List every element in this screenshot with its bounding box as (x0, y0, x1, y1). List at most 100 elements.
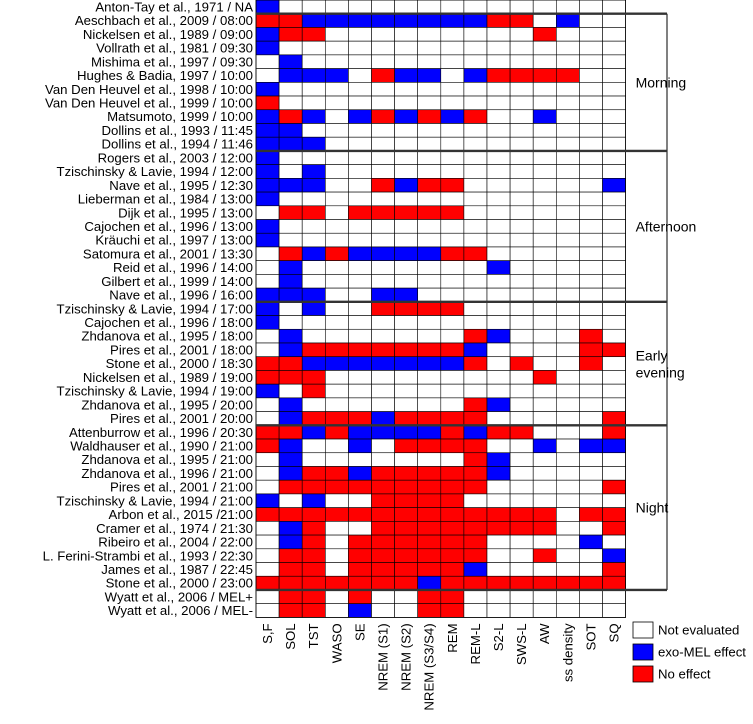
heatmap-cell (463, 123, 488, 138)
row-label: Zhdanova et al., 1995 / 21:00 (81, 452, 253, 467)
heatmap-cell (532, 328, 557, 344)
heatmap-cell (555, 397, 580, 412)
heatmap-cell (532, 411, 557, 426)
column-label: TST (306, 623, 321, 648)
heatmap-cell (509, 575, 534, 591)
heatmap-cell (255, 164, 280, 179)
heatmap-cell (579, 493, 603, 508)
heatmap-cell (348, 54, 372, 69)
heatmap-cell (278, 260, 303, 275)
heatmap-cell (278, 548, 303, 563)
row-label: Zhdanova et al., 1995 / 20:00 (81, 397, 253, 412)
heatmap-cell (255, 274, 280, 289)
heatmap-cell (301, 191, 326, 207)
heatmap-cell (371, 95, 395, 111)
heatmap-cell (440, 54, 465, 69)
heatmap-cell (509, 95, 534, 111)
heatmap-cell (255, 342, 280, 358)
heatmap-cell (463, 397, 488, 412)
heatmap-cell (324, 521, 349, 536)
heatmap-cell (579, 562, 603, 577)
heatmap-cell (348, 507, 372, 522)
heatmap-cell (509, 274, 534, 289)
heatmap-cell (417, 191, 442, 207)
heatmap-cell (394, 82, 419, 97)
heatmap-cell (579, 397, 603, 412)
heatmap-cell (602, 356, 626, 371)
heatmap-cell (394, 411, 419, 426)
heatmap-cell (255, 123, 280, 138)
heatmap-cell (371, 493, 395, 508)
heatmap-cell (255, 507, 280, 522)
heatmap-cell (394, 603, 419, 618)
heatmap-cell (278, 40, 303, 56)
heatmap-cell (463, 232, 488, 248)
heatmap-cell (394, 40, 419, 56)
heatmap-cell (486, 562, 511, 577)
heatmap-cell (602, 397, 626, 412)
heatmap-cell (255, 27, 280, 42)
heatmap-cell (509, 356, 534, 371)
heatmap-cell (324, 328, 349, 344)
heatmap-cell (394, 274, 419, 289)
heatmap-cell (301, 260, 326, 275)
heatmap-cell (278, 370, 303, 385)
heatmap-cell (278, 27, 303, 42)
heatmap-cell (371, 466, 395, 481)
heatmap-cell (463, 82, 488, 97)
heatmap-cell (255, 575, 280, 591)
heatmap-cell (509, 178, 534, 193)
heatmap-cell (532, 507, 557, 522)
heatmap-cell (440, 356, 465, 371)
heatmap-cell (440, 301, 465, 316)
heatmap-cell (278, 534, 303, 550)
heatmap-cell (579, 95, 603, 111)
row-label: Dijk et al., 1995 / 13:00 (118, 205, 253, 220)
heatmap-cell (278, 191, 303, 207)
heatmap-cell (324, 356, 349, 371)
heatmap-cell (602, 54, 626, 69)
heatmap-cell (348, 232, 372, 248)
heatmap-cell (371, 342, 395, 358)
heatmap-cell (371, 246, 395, 261)
heatmap-cell (371, 301, 395, 316)
heatmap-cell (301, 548, 326, 563)
heatmap-cell (532, 425, 557, 440)
heatmap-cell (532, 521, 557, 536)
heatmap-cell (348, 287, 372, 303)
heatmap-cell (463, 54, 488, 69)
heatmap-cell (486, 589, 511, 604)
heatmap-cell (394, 589, 419, 604)
heatmap-cell (348, 534, 372, 550)
row-label: Rogers et al., 2003 / 12:00 (98, 150, 253, 165)
heatmap-cell (348, 205, 372, 220)
heatmap-cell (348, 109, 372, 124)
heatmap-cell (509, 219, 534, 234)
heatmap-cell (579, 136, 603, 152)
heatmap-cell (255, 301, 280, 316)
row-label: Vollrath et al., 1981 / 09:30 (96, 41, 253, 56)
heatmap-cell (255, 246, 280, 261)
heatmap-cell (417, 164, 442, 179)
heatmap-cell (440, 575, 465, 591)
heatmap-cell (509, 383, 534, 399)
heatmap-cell (324, 191, 349, 207)
column-label: SE (352, 623, 367, 641)
heatmap-cell (278, 438, 303, 454)
heatmap-cell (301, 479, 326, 495)
heatmap-cell (602, 370, 626, 385)
heatmap-cell (301, 383, 326, 399)
heatmap-cell (371, 232, 395, 248)
heatmap-cell (579, 109, 603, 124)
heatmap-cell (278, 123, 303, 138)
heatmap-cell (417, 438, 442, 454)
heatmap-cell (555, 370, 580, 385)
heatmap-cell (394, 370, 419, 385)
heatmap-cell (579, 13, 603, 28)
heatmap-cell (371, 507, 395, 522)
heatmap-cell (255, 479, 280, 495)
heatmap-cell (278, 205, 303, 220)
heatmap-cell (394, 507, 419, 522)
legend-label: Not evaluated (658, 623, 739, 638)
heatmap-cell (486, 507, 511, 522)
